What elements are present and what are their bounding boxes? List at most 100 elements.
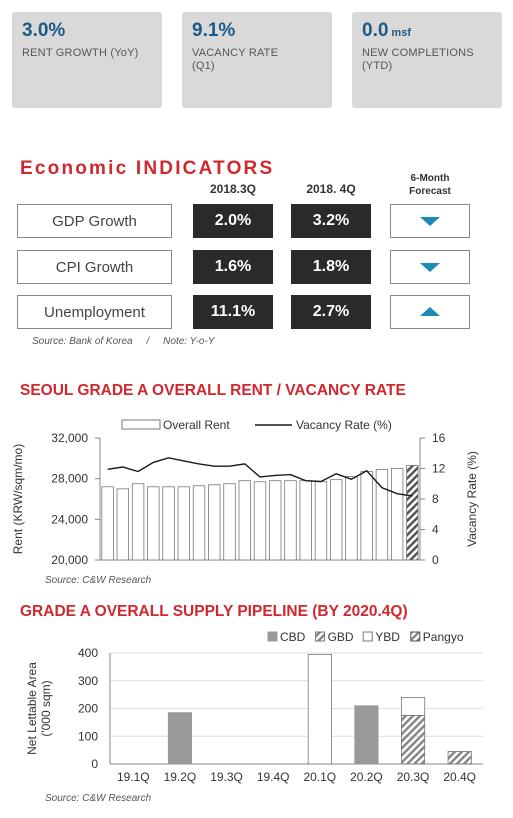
y2-tick-label: 12 <box>432 462 446 476</box>
y-tick-label: 24,000 <box>51 512 88 526</box>
supply-chart-title: GRADE A OVERALL SUPPLY PIPELINE (BY 2020… <box>20 603 408 620</box>
rent-bar <box>329 479 343 561</box>
rent-bar <box>101 486 114 561</box>
x-tick-label: 20.2Q <box>350 770 383 784</box>
legend-swatch-ybd <box>362 631 373 642</box>
rent-bar <box>345 476 358 561</box>
x-tick-label: 19.1Q <box>117 770 150 784</box>
supply-bar-cbd <box>354 705 379 765</box>
kpi-label: VACANCY RATE (Q1) <box>192 47 279 72</box>
y-axis-title: Rent (KRW/sqm/mo) <box>11 444 25 554</box>
kpi-unit: msf <box>391 27 411 39</box>
legend-label: Pangyo <box>423 630 464 644</box>
rent-bar <box>314 481 328 561</box>
legend-label: CBD <box>280 630 306 644</box>
rent-bar <box>223 483 236 561</box>
kpi-value: 3.0% <box>22 20 68 42</box>
vacancy-rate-line <box>107 457 413 497</box>
rent-bar <box>238 480 251 561</box>
rent-bar <box>192 485 206 561</box>
supply-bar-gbd <box>401 715 426 765</box>
supply-bar-ybd <box>401 697 426 716</box>
econ-title: Economic INDICATORS <box>20 158 275 179</box>
kpi-number: 3.0% <box>22 20 66 41</box>
y-axis-title: Net Lettable Area <box>25 662 39 755</box>
rent-bar <box>390 468 404 561</box>
econ-col3-header: 6-Month Forecast <box>409 173 451 197</box>
y-tick-label: 32,000 <box>51 431 88 445</box>
legend-label: Overall Rent <box>163 418 230 432</box>
rent-bar <box>177 486 190 561</box>
x-tick-label: 19.3Q <box>210 770 243 784</box>
x-tick-label: 20.1Q <box>303 770 336 784</box>
y-tick-label: 28,000 <box>51 472 88 486</box>
kpi-value: 0.0 msf <box>362 20 411 42</box>
supply-bar-gbd <box>447 751 472 765</box>
econ-row-value-q3: 1.6% <box>193 250 273 284</box>
forecast-cell <box>390 250 470 284</box>
rent-bar <box>147 486 160 561</box>
kpi-vacancy-rate: 9.1% VACANCY RATE (Q1) <box>182 12 332 108</box>
rent-chart-title: SEOUL GRADE A OVERALL RENT / VACANCY RAT… <box>20 382 406 399</box>
econ-col1-header: 2018.3Q <box>209 182 257 196</box>
kpi-new-completions: 0.0 msf NEW COMPLETIONS (YTD) <box>352 12 502 108</box>
rent-bar <box>284 480 297 561</box>
kpi-number: 9.1% <box>192 20 236 41</box>
econ-row-value-q4: 3.2% <box>291 204 371 238</box>
rent-source: Source: C&W Research <box>45 575 152 586</box>
y2-tick-label: 16 <box>432 431 446 445</box>
rent-bar <box>253 481 267 561</box>
arrow-down-icon <box>420 263 440 272</box>
legend-label: Vacancy Rate (%) <box>296 418 392 432</box>
kpi-rent-growth: 3.0% RENT GROWTH (YoY) <box>12 12 162 108</box>
kpi-label: NEW COMPLETIONS (YTD) <box>362 47 474 72</box>
y-tick-label: 20,000 <box>51 553 88 567</box>
y-tick-label: 0 <box>91 757 98 771</box>
rent-bar <box>162 486 175 561</box>
econ-row-label: Unemployment <box>17 295 172 329</box>
kpi-label: RENT GROWTH (YoY) <box>22 47 139 59</box>
kpi-number: 0.0 <box>362 20 389 41</box>
forecast-cell <box>390 295 470 329</box>
supply-bar-ybd <box>307 653 332 765</box>
econ-row-value-q4: 1.8% <box>291 250 371 284</box>
y-tick-label: 300 <box>78 674 98 688</box>
x-tick-label: 19.4Q <box>257 770 290 784</box>
rent-bar <box>131 483 145 561</box>
rent-bar <box>299 480 312 561</box>
y-tick-label: 100 <box>78 729 98 743</box>
econ-source: Source: Bank of Korea / Note: Y-o-Y <box>32 336 215 347</box>
x-tick-label: 20.3Q <box>397 770 430 784</box>
legend-label: GBD <box>328 630 354 644</box>
legend-swatch-cbd <box>267 631 278 642</box>
legend-label: YBD <box>375 630 400 644</box>
rent-bar <box>208 484 221 561</box>
rent-vacancy-chart: 20,000 24,000 28,000 32,000 0 4 8 12 16 Rent (KRW… <box>11 418 479 567</box>
y-tick-label: 200 <box>78 702 98 716</box>
y2-tick-label: 4 <box>432 523 439 537</box>
rent-bar <box>269 480 282 561</box>
rent-bar <box>360 471 373 561</box>
econ-row-value-q3: 11.1% <box>193 295 273 329</box>
x-tick-label: 20.4Q <box>443 770 476 784</box>
arrow-down-icon <box>420 217 440 226</box>
y-tick-label: 400 <box>78 646 98 660</box>
econ-row-label: CPI Growth <box>17 250 172 284</box>
y2-axis-title: Vacancy Rate (%) <box>465 451 479 547</box>
kpi-value: 9.1% <box>192 20 238 42</box>
y2-tick-label: 8 <box>432 492 439 506</box>
supply-bar-cbd <box>167 712 192 765</box>
x-tick-label: 19.2Q <box>164 770 197 784</box>
supply-pipeline-chart: 0 100 200 300 400 19.1Q 19.2Q 19.3Q 19.4Q 20.1Q 20… <box>25 630 483 784</box>
rent-bar <box>375 469 389 561</box>
econ-col2-header: 2018. 4Q <box>306 182 356 196</box>
rent-bar <box>116 488 130 561</box>
econ-row-value-q4: 2.7% <box>291 295 371 329</box>
forecast-cell <box>390 204 470 238</box>
y2-tick-label: 0 <box>432 553 439 567</box>
arrow-up-icon <box>420 307 440 316</box>
rent-bar <box>406 465 419 561</box>
supply-source: Source: C&W Research <box>45 793 152 804</box>
legend-swatch-rent <box>121 419 161 430</box>
legend-swatch-pangyo <box>410 631 421 642</box>
